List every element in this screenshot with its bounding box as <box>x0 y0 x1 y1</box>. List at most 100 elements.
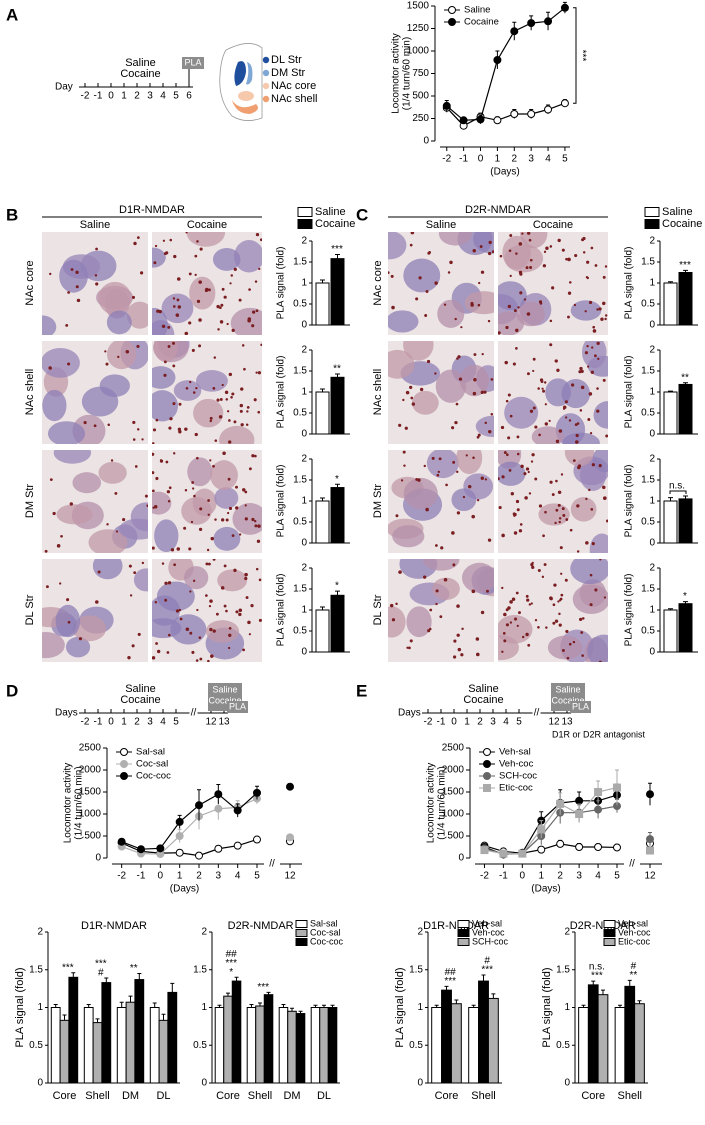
pla-dot <box>195 659 199 662</box>
nucleus <box>498 281 527 311</box>
pla-dot <box>585 275 589 279</box>
pla-dot <box>204 288 209 293</box>
y-tick-label: 1.5 <box>641 475 655 486</box>
nucleus <box>593 401 608 429</box>
nucleus <box>88 529 128 553</box>
pla-dot <box>195 386 198 390</box>
error-bar <box>600 989 605 995</box>
pla-dot <box>458 377 463 381</box>
row-label: DM Str <box>24 484 36 519</box>
pla-dot <box>155 642 158 645</box>
significance-label: ** <box>333 364 341 375</box>
pla-dot <box>56 544 61 548</box>
x-tick-label: Shell <box>85 1090 109 1102</box>
marker <box>646 790 654 799</box>
legend-label: Coc-coc <box>310 936 344 946</box>
bar <box>83 1007 94 1084</box>
pla-dot <box>258 267 261 271</box>
bar <box>327 1007 338 1084</box>
pla-dot <box>431 456 435 460</box>
pla-dot <box>473 353 477 356</box>
timeline-tick-label: 3 <box>147 91 153 102</box>
pla-dot <box>225 609 228 613</box>
timeline-tick-label: 2 <box>134 91 140 102</box>
pla-dot <box>543 250 547 253</box>
error-bar <box>217 1004 222 1008</box>
pla-dot <box>588 300 593 305</box>
pla-dot <box>516 508 520 512</box>
pla-dot <box>169 238 173 242</box>
x-tick-label: 5 <box>614 871 620 882</box>
x-axis-label: (Days) <box>490 167 519 178</box>
treatment-label: Saline <box>125 57 156 69</box>
pla-dot <box>94 274 98 277</box>
pla-dot <box>484 421 487 425</box>
pla-dot <box>537 569 541 573</box>
pla-dot <box>556 368 560 372</box>
dl-str <box>234 61 246 86</box>
x-tick-label: -2 <box>117 871 126 882</box>
marker <box>175 848 184 857</box>
pla-dot <box>225 398 229 401</box>
pla-dot <box>602 378 606 382</box>
pla-dot <box>70 268 74 271</box>
error-bar <box>119 1001 124 1008</box>
pla-dot <box>144 494 148 498</box>
pla-dot <box>460 653 464 657</box>
pla-dot <box>512 362 516 366</box>
marker <box>214 844 223 853</box>
pla-dot <box>581 654 584 657</box>
bar <box>663 609 678 653</box>
pla-dot <box>526 312 531 316</box>
pla-dot <box>191 650 195 654</box>
y-tick-label: 2 <box>649 563 655 574</box>
nucleus <box>388 232 407 260</box>
significance-label: *** <box>257 982 269 993</box>
timeline-tick-label: 5 <box>173 91 179 102</box>
pla-dot <box>220 303 224 307</box>
pla-dot <box>425 289 429 293</box>
y-axis-label: PLA signal (fold) <box>624 247 635 320</box>
pla-dot <box>488 240 492 245</box>
y-axis-label: PLA signal (fold) <box>276 465 287 538</box>
pla-dot <box>152 546 155 550</box>
pla-dot <box>164 598 168 602</box>
pla-dot <box>564 578 568 582</box>
pla-dot <box>534 477 538 481</box>
treatment-label: Cocaine <box>120 694 160 706</box>
nucleus <box>456 450 483 475</box>
pla-dot <box>505 608 509 612</box>
y-axis-label: Locomotor activity <box>63 763 74 844</box>
pla-dot <box>49 478 53 481</box>
pla-dot <box>212 629 216 633</box>
pla-dot <box>239 403 244 408</box>
pla-dot <box>209 599 213 603</box>
pla-dot <box>564 400 568 404</box>
y-axis-label: PLA signal (fold) <box>624 356 635 429</box>
pla-dot <box>238 612 242 617</box>
pla-dot <box>596 341 600 346</box>
legend-marker <box>448 6 456 14</box>
nucleus <box>106 341 137 370</box>
pla-dot <box>167 500 171 503</box>
pla-dot <box>588 392 593 396</box>
x-tick-label: 5 <box>254 871 260 882</box>
pla-dot <box>198 318 202 322</box>
nucleus <box>152 366 176 389</box>
row-label: DM Str <box>372 484 384 519</box>
marker <box>442 101 451 110</box>
pla-dot <box>530 602 533 605</box>
pla-dot <box>508 249 512 253</box>
pla-dot <box>543 381 547 384</box>
chart-title: D2R-NMDAR <box>570 920 636 932</box>
y-tick-label: 1 <box>649 387 655 398</box>
pla-dot <box>213 356 217 359</box>
panel-title: D2R-NMDAR <box>465 204 531 216</box>
pla-dot <box>228 626 232 630</box>
marker <box>117 837 126 846</box>
pla-dot <box>425 507 429 512</box>
error-bar <box>335 373 340 378</box>
pla-dot <box>129 594 133 597</box>
pla-dot <box>454 420 458 425</box>
pla-dot <box>598 464 602 468</box>
